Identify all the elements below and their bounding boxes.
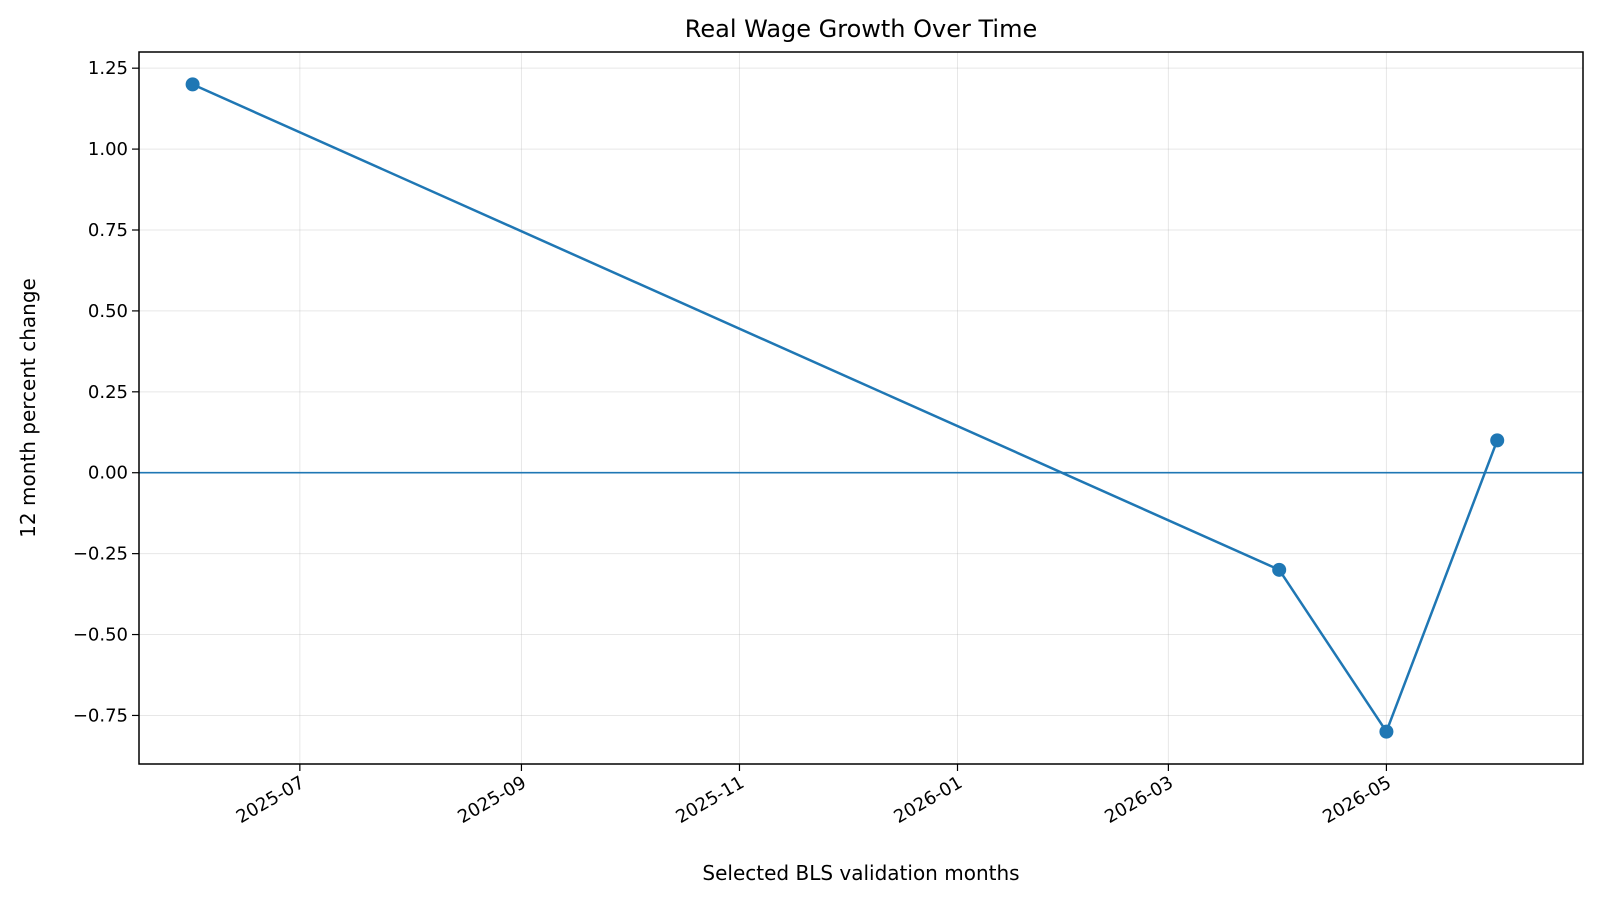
data-point <box>1379 724 1394 739</box>
y-tick-label: 0.00 <box>88 463 128 484</box>
y-tick-label: 1.25 <box>88 58 128 79</box>
x-axis-label: Selected BLS validation months <box>702 861 1019 885</box>
y-axis-label: 12 month percent change <box>16 278 40 538</box>
y-tick-label: −0.25 <box>73 544 128 565</box>
x-tick-label: 2026-05 <box>1319 772 1395 828</box>
y-tick-label: 0.75 <box>88 220 128 241</box>
series-line <box>192 83 1499 733</box>
series-layer <box>185 77 1505 739</box>
y-tick-label: 0.50 <box>88 301 128 322</box>
y-tick-label: −0.50 <box>73 625 128 646</box>
x-tick-label: 2025-09 <box>454 772 530 828</box>
x-tick-label: 2026-03 <box>1101 772 1177 828</box>
grid <box>139 52 1583 764</box>
y-tick-label: 1.00 <box>88 139 128 160</box>
y-axis: −0.75 −0.50 −0.25 0.00 0.25 0.50 0.75 1.00 1.25 <box>73 58 139 726</box>
x-tick-label: 2025-11 <box>672 772 748 828</box>
x-tick-label: 2026-01 <box>890 772 966 828</box>
data-point <box>1272 562 1287 577</box>
y-tick-label: −0.75 <box>73 705 128 726</box>
data-point <box>185 77 200 92</box>
x-axis: 2025-07 2025-09 2025-11 2026-01 2026-03 2026-… <box>233 764 1395 828</box>
plot-frame <box>138 51 1584 765</box>
y-tick-label: 0.25 <box>88 382 128 403</box>
chart-title: Real Wage Growth Over Time <box>685 15 1038 43</box>
x-tick-label: 2025-07 <box>233 772 309 828</box>
data-point <box>1490 433 1505 448</box>
